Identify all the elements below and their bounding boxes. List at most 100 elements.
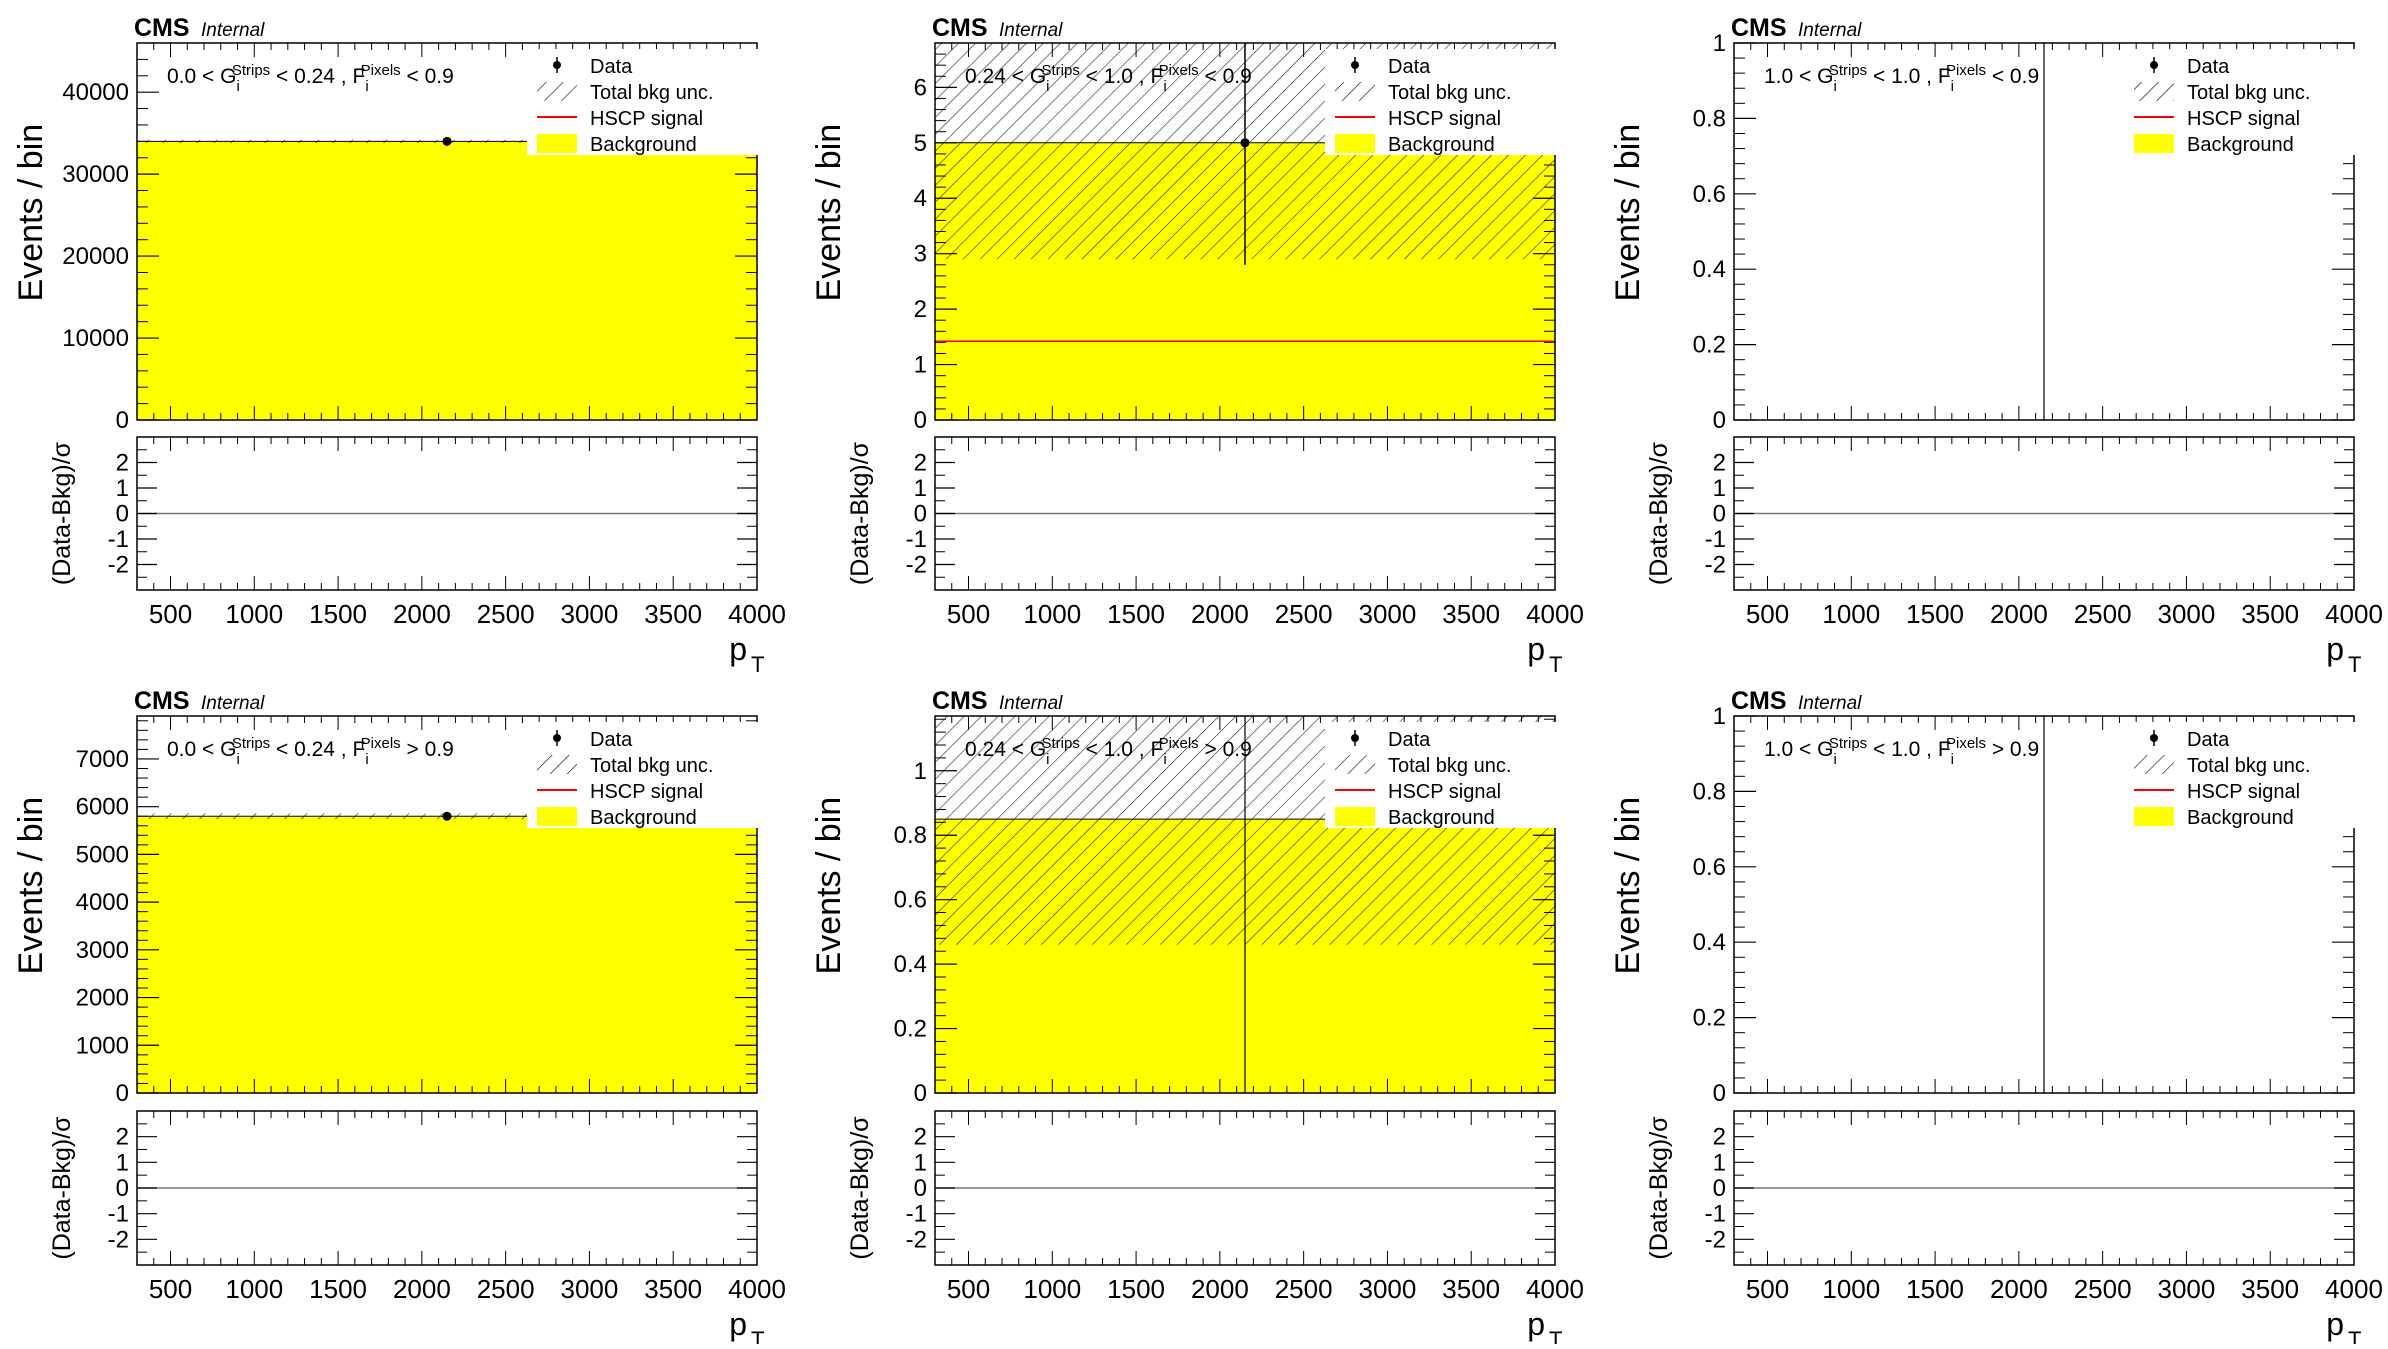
x-tick-label: 2000 bbox=[1990, 599, 2048, 629]
legend-label: Background bbox=[2187, 807, 2294, 829]
region-g-sym: G bbox=[220, 65, 236, 88]
x-tick-label: 1500 bbox=[1906, 1274, 1964, 1304]
x-tick-label: 3500 bbox=[1442, 599, 1500, 629]
main-frame bbox=[136, 715, 758, 1094]
x-axis-label-sub: T bbox=[751, 1327, 764, 1344]
ratio-y-tick-label: 2 bbox=[116, 450, 129, 477]
legend-item-total-bkg-unc: Total bkg unc. bbox=[2134, 755, 2310, 777]
region-g-sup: Strips bbox=[232, 62, 270, 79]
ratio-y-tick-label: -2 bbox=[1705, 552, 1726, 579]
region-label: 0.24 < GiStrips < 1.0 , FiPixels > 0.9 bbox=[965, 735, 1252, 768]
region-label: 1.0 < GiStrips < 1.0 , FiPixels < 0.9 bbox=[1764, 62, 2039, 95]
x-axis-label: p bbox=[2326, 1306, 2344, 1342]
ratio-y-axis-label: (Data-Bkg)/σ bbox=[1645, 1116, 1673, 1260]
region-f-sym: F bbox=[1938, 738, 1951, 761]
ratio-y-tick-label: 0 bbox=[914, 1175, 927, 1202]
y-tick-label: 40000 bbox=[62, 79, 129, 106]
region-g-sub: i bbox=[1046, 751, 1049, 768]
region-g-sup: Strips bbox=[1829, 62, 1867, 79]
region-f-sub: i bbox=[365, 78, 368, 95]
region-f-sub: i bbox=[1951, 78, 1954, 95]
x-axis-label: p bbox=[2326, 631, 2344, 667]
x-tick-label: 2000 bbox=[393, 1274, 451, 1304]
y-tick-label: 0 bbox=[116, 407, 129, 434]
region-g-sym: G bbox=[1030, 65, 1046, 88]
y-tick-label: 0.4 bbox=[894, 951, 927, 978]
y-tick-label: 1 bbox=[1713, 30, 1726, 57]
y-tick-label: 0.2 bbox=[1693, 1005, 1726, 1032]
x-axis-label-sub: T bbox=[1549, 1327, 1562, 1344]
x-tick-label: 500 bbox=[1746, 1274, 1789, 1304]
legend-label: Background bbox=[1388, 807, 1495, 829]
legend-label: HSCP signal bbox=[2187, 108, 2300, 130]
ratio-y-tick-label: 2 bbox=[116, 1124, 129, 1151]
y-tick-label: 0.4 bbox=[1693, 929, 1726, 956]
ratio-y-tick-label: -1 bbox=[1705, 1201, 1726, 1228]
region-g-high: < 0.24 , bbox=[270, 65, 352, 88]
legend-item-hscp-signal: HSCP signal bbox=[1335, 108, 1501, 130]
cms-label: CMS bbox=[134, 14, 190, 42]
x-tick-label: 500 bbox=[149, 1274, 192, 1304]
y-tick-label: 0.6 bbox=[1693, 854, 1726, 881]
region-g-high: < 1.0 , bbox=[1867, 65, 1938, 88]
ratio-y-tick-label: 2 bbox=[1713, 1124, 1726, 1151]
region-g-high: < 0.24 , bbox=[270, 738, 352, 761]
legend-label: Background bbox=[590, 134, 697, 156]
x-tick-label: 3500 bbox=[644, 599, 702, 629]
region-g-sub: i bbox=[1833, 78, 1836, 95]
data-point bbox=[442, 811, 452, 821]
legend-label: Data bbox=[2187, 729, 2230, 751]
region-f-sup: Pixels bbox=[1946, 62, 1986, 79]
region-f-cut: < 0.9 bbox=[401, 65, 454, 88]
legend-label: Total bkg unc. bbox=[590, 82, 713, 104]
main-frame bbox=[136, 42, 758, 421]
x-axis-label: p bbox=[729, 631, 747, 667]
internal-label: Internal bbox=[201, 693, 265, 714]
ratio-y-tick-label: -1 bbox=[1705, 526, 1726, 553]
y-tick-label: 0.8 bbox=[1693, 778, 1726, 805]
legend-label: Background bbox=[2187, 134, 2294, 156]
ratio-y-tick-label: -1 bbox=[108, 1201, 129, 1228]
legend-item-hscp-signal: HSCP signal bbox=[2134, 108, 2300, 130]
x-tick-label: 2500 bbox=[2074, 1274, 2132, 1304]
region-f-sub: i bbox=[365, 751, 368, 768]
x-tick-label: 4000 bbox=[728, 599, 786, 629]
y-tick-label: 0.2 bbox=[1693, 332, 1726, 359]
legend-item-total-bkg-unc: Total bkg unc. bbox=[537, 82, 713, 104]
legend-item-background: Background bbox=[537, 807, 697, 829]
ratio-y-axis-label: (Data-Bkg)/σ bbox=[846, 1116, 874, 1260]
region-f-cut: < 0.9 bbox=[1986, 65, 2039, 88]
region-g-high: < 1.0 , bbox=[1080, 65, 1151, 88]
region-f-sub: i bbox=[1163, 78, 1166, 95]
x-tick-label: 1500 bbox=[1107, 1274, 1165, 1304]
x-axis-label: p bbox=[1527, 1306, 1545, 1342]
y-tick-label: 0.8 bbox=[894, 822, 927, 849]
ratio-y-tick-label: -2 bbox=[906, 1226, 927, 1253]
x-axis-label: p bbox=[1527, 631, 1545, 667]
x-tick-label: 3500 bbox=[2241, 599, 2299, 629]
internal-label: Internal bbox=[1798, 20, 1862, 41]
x-tick-label: 3000 bbox=[561, 1274, 619, 1304]
y-tick-label: 0.2 bbox=[894, 1016, 927, 1043]
region-g-sym: G bbox=[1030, 738, 1046, 761]
x-tick-label: 3000 bbox=[1359, 1274, 1417, 1304]
ratio-y-tick-label: 1 bbox=[1713, 475, 1726, 502]
y-tick-label: 7000 bbox=[76, 746, 129, 773]
background-bar bbox=[137, 816, 757, 1093]
legend-bkg-swatch bbox=[1335, 807, 1375, 826]
y-axis-label: Events / bin bbox=[1609, 797, 1647, 975]
x-tick-label: 2000 bbox=[1191, 599, 1249, 629]
y-tick-label: 1000 bbox=[76, 1032, 129, 1059]
legend-item-data: Data bbox=[1351, 56, 1431, 78]
legend-label: Data bbox=[590, 729, 633, 751]
cms-label: CMS bbox=[932, 14, 988, 42]
ratio-y-tick-label: -2 bbox=[108, 552, 129, 579]
data-point bbox=[442, 136, 452, 146]
x-axis-label-sub: T bbox=[751, 652, 764, 677]
x-tick-label: 1500 bbox=[309, 1274, 367, 1304]
region-f-sup: Pixels bbox=[1159, 62, 1199, 79]
region-g-sup: Strips bbox=[1829, 735, 1867, 752]
